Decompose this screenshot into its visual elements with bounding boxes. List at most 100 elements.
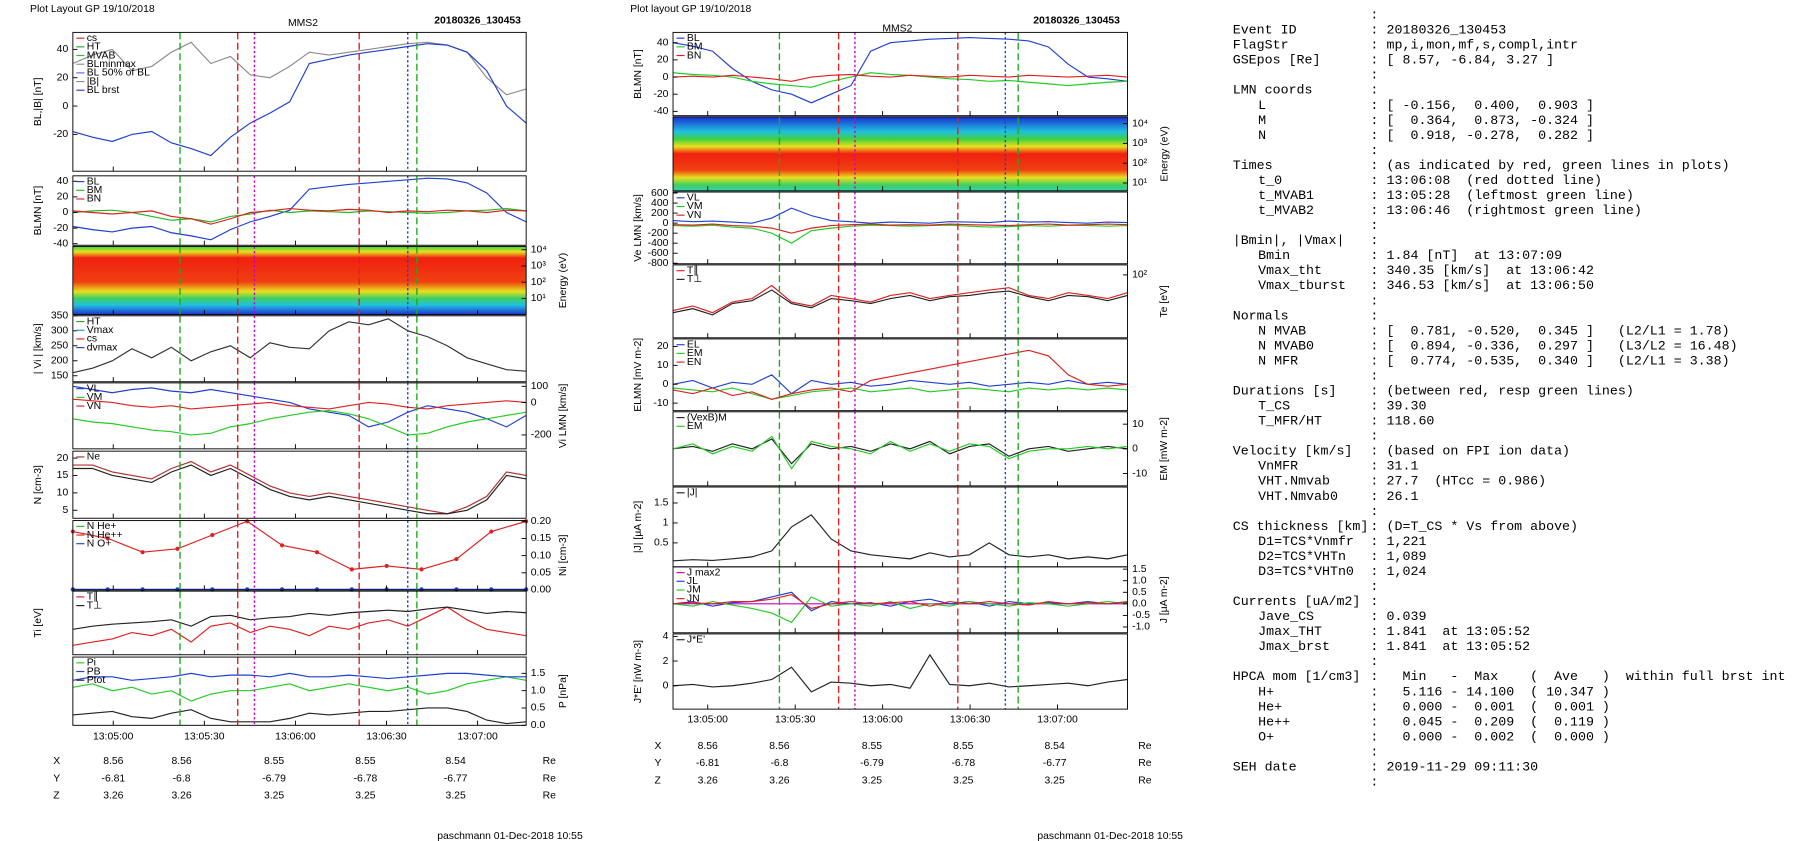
separator: :	[1370, 248, 1378, 263]
position-value: -6.77	[444, 773, 468, 784]
legend-label: N He+	[87, 521, 117, 532]
info-key: T_CS	[1258, 399, 1290, 414]
separator: :	[1370, 53, 1378, 68]
legend-label: BN	[687, 50, 701, 61]
info-key: N MVAB	[1258, 323, 1306, 338]
info-key: O+	[1258, 729, 1274, 744]
panel: 10² Te [eV] T∥T⊥	[672, 264, 1170, 339]
y-tick-label: 200	[51, 356, 69, 367]
series-line	[673, 73, 1128, 82]
position-value: 3.26	[103, 791, 123, 802]
info-value: (as indicated by red, green lines in plo…	[1387, 158, 1730, 173]
y-tick-label: 1.5	[531, 668, 546, 679]
legend-label: VM	[687, 201, 703, 212]
y-axis-label: J [μA m-2]	[1159, 576, 1170, 623]
separator: :	[1370, 489, 1378, 504]
info-value: 1,089	[1387, 549, 1427, 564]
y-tick-label: -0.5	[1132, 610, 1150, 621]
info-key: Event ID	[1233, 23, 1297, 38]
separator: :	[1370, 519, 1378, 534]
y-tick-label: 0	[663, 72, 669, 83]
y-tick-label: -20	[53, 129, 68, 140]
panel: 350 300 250 200 150 | Vi | [km/s] HTVmaxcsdvma…	[33, 311, 527, 383]
y-tick-label: 10⁴	[1132, 118, 1148, 129]
info-value: (between red, resp green lines)	[1387, 384, 1634, 399]
y-tick-label: 10	[57, 488, 69, 499]
info-key: FlagStr	[1233, 38, 1289, 53]
separator: :	[1370, 669, 1378, 684]
series-line	[72, 207, 527, 223]
separator: :	[1370, 308, 1378, 323]
legend-label: JN	[687, 593, 700, 604]
series-line	[672, 653, 1128, 693]
info-value: 27.7 (HTcc = 0.986)	[1387, 474, 1547, 489]
separator: :	[1370, 549, 1378, 564]
info-value: 0.039	[1387, 609, 1427, 624]
y-tick-label: -600	[648, 248, 669, 259]
info-key: t_MVAB2	[1258, 203, 1314, 218]
legend-label: |B|	[87, 76, 99, 87]
separator: :	[1370, 68, 1378, 83]
y-tick-label: 10	[1132, 419, 1144, 430]
legend-label: T∥	[687, 265, 699, 276]
footer: paschmann 01-Dec-2018 10:55	[1037, 831, 1183, 841]
info-heading: Times	[1233, 158, 1273, 173]
info-heading: CS thickness [km]	[1233, 519, 1369, 534]
point	[349, 567, 354, 572]
y-tick-label: 20	[657, 55, 669, 66]
y-tick-label: 10²	[531, 277, 547, 288]
x-tick-label: 13:06:30	[366, 732, 407, 743]
panel-frame	[72, 245, 527, 316]
y-tick-label: 0	[531, 397, 537, 408]
y-tick-label: 1.0	[531, 685, 546, 696]
info-value: (based on FPI ion data)	[1387, 444, 1570, 459]
legend-label: N He++	[87, 530, 123, 541]
plot-title: MMS2	[288, 18, 318, 29]
x-tick-label: 13:07:00	[457, 732, 498, 743]
legend-label: EN	[687, 357, 701, 368]
separator: :	[1370, 83, 1378, 98]
position-unit: Re	[1138, 776, 1152, 787]
info-value: [ -0.156, 0.400, 0.903 ]	[1387, 98, 1594, 113]
position-value: 3.25	[355, 791, 375, 802]
point	[454, 556, 459, 562]
separator: :	[1370, 233, 1378, 248]
legend-label: T⊥	[687, 274, 702, 285]
x-tick-label: 13:06:00	[862, 714, 903, 725]
position-value: 3.25	[1045, 776, 1065, 787]
x-tick-label: 13:07:00	[1037, 714, 1078, 725]
info-value: 13:06:08 (red dotted line)	[1387, 173, 1602, 188]
y-tick-label: 350	[51, 311, 69, 322]
y-axis-label: J*E' [nW m-3]	[633, 640, 644, 703]
info-key: t_0	[1258, 173, 1282, 188]
separator: :	[1370, 684, 1378, 699]
y-tick-label: 0	[663, 680, 669, 691]
panel-frame	[72, 382, 527, 450]
info-key: D3=TCS*VHTn0	[1258, 564, 1354, 579]
y-tick-label: 20	[57, 453, 69, 464]
legend-label: BM	[687, 42, 703, 53]
info-key: VnMFR	[1258, 459, 1298, 474]
y-axis-label: |J| [μA m-2]	[633, 501, 644, 554]
panel-frame	[72, 590, 527, 656]
separator: :	[1370, 143, 1378, 158]
y-tick-label: 0	[663, 218, 669, 229]
info-value: 26.1	[1387, 489, 1419, 504]
info-heading: |Bmin|, |Vmax|	[1233, 233, 1345, 248]
y-tick-label: 40	[57, 44, 69, 55]
info-key: M	[1258, 113, 1266, 128]
y-tick-label: -20	[53, 223, 68, 234]
y-tick-label: 150	[51, 371, 69, 382]
event-id: 20180326_130453	[434, 16, 521, 27]
info-value: 1,024	[1387, 564, 1427, 579]
info-value: 118.60	[1387, 414, 1435, 429]
info-heading: HPCA mom [1/cm3]	[1233, 669, 1361, 684]
series-line	[72, 460, 527, 515]
separator: :	[1370, 278, 1378, 293]
separator: :	[1370, 654, 1378, 669]
plot-header: Plot Layout GP 19/10/2018	[30, 4, 155, 15]
info-key: N MFR	[1258, 353, 1298, 368]
